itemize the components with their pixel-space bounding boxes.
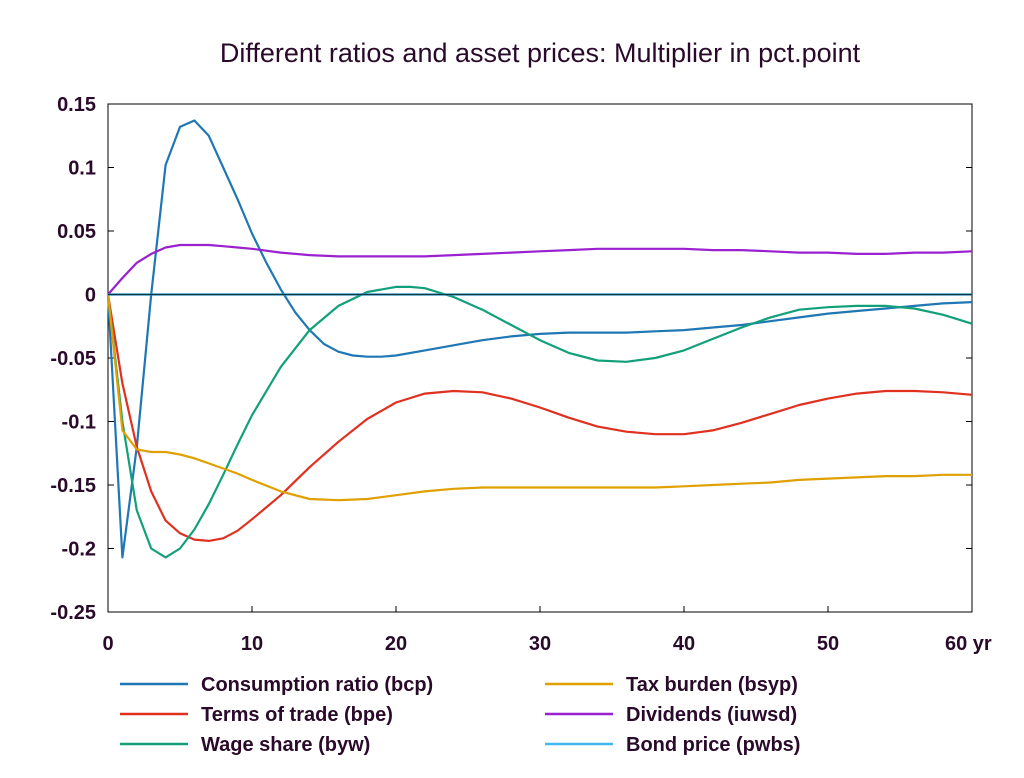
series-lines bbox=[106, 119, 973, 559]
y-tick-label: 0.05 bbox=[57, 221, 96, 243]
plot-area-frame bbox=[107, 103, 973, 613]
series-line-0 bbox=[106, 119, 973, 559]
legend: Consumption ratio (bcp) Terms of trade (b… bbox=[120, 674, 800, 756]
series-line-4 bbox=[107, 243, 973, 296]
legend-item: Bond price (pwbs) bbox=[545, 734, 800, 756]
legend-item: Terms of trade (bpe) bbox=[120, 704, 393, 726]
y-tick-label: -0.2 bbox=[62, 539, 96, 561]
legend-label: Consumption ratio (bcp) bbox=[201, 674, 433, 696]
series-line-1 bbox=[106, 294, 973, 543]
y-tick-label: -0.25 bbox=[50, 602, 96, 624]
y-tick-label: -0.15 bbox=[50, 475, 96, 497]
legend-item: Dividends (iuwsd) bbox=[545, 704, 797, 726]
series-line-3 bbox=[106, 294, 972, 502]
x-tick-label: 40 bbox=[673, 633, 695, 655]
x-tick-label: 60 yr bbox=[945, 633, 992, 655]
y-tick-label: 0.15 bbox=[57, 94, 96, 116]
legend-label: Wage share (byw) bbox=[201, 734, 370, 756]
legend-label: Terms of trade (bpe) bbox=[201, 704, 393, 726]
series-line-2 bbox=[106, 285, 973, 559]
x-tick-label: 50 bbox=[817, 633, 839, 655]
x-axis: 0 10 20 30 40 50 60 yr bbox=[102, 606, 992, 655]
y-tick-label: -0.1 bbox=[62, 412, 96, 434]
y-tick-label: 0 bbox=[85, 285, 96, 307]
legend-label: Bond price (pwbs) bbox=[626, 734, 800, 756]
legend-label: Tax burden (bsyp) bbox=[626, 674, 798, 696]
legend-item: Consumption ratio (bcp) bbox=[120, 674, 433, 696]
x-tick-label: 10 bbox=[241, 633, 263, 655]
x-tick-label: 0 bbox=[102, 633, 113, 655]
legend-label: Dividends (iuwsd) bbox=[626, 704, 797, 726]
y-axis: 0.15 0.1 0.05 0 -0.05 -0.1 -0.15 -0.2 -0.25 bbox=[50, 94, 972, 624]
y-tick-label: -0.05 bbox=[50, 348, 96, 370]
x-tick-label: 20 bbox=[385, 633, 407, 655]
y-tick-label: 0.1 bbox=[68, 158, 96, 180]
x-tick-label: 30 bbox=[529, 633, 551, 655]
chart-title: Different ratios and asset prices: Multi… bbox=[220, 38, 861, 68]
legend-item: Tax burden (bsyp) bbox=[545, 674, 798, 696]
legend-item: Wage share (byw) bbox=[120, 734, 370, 756]
